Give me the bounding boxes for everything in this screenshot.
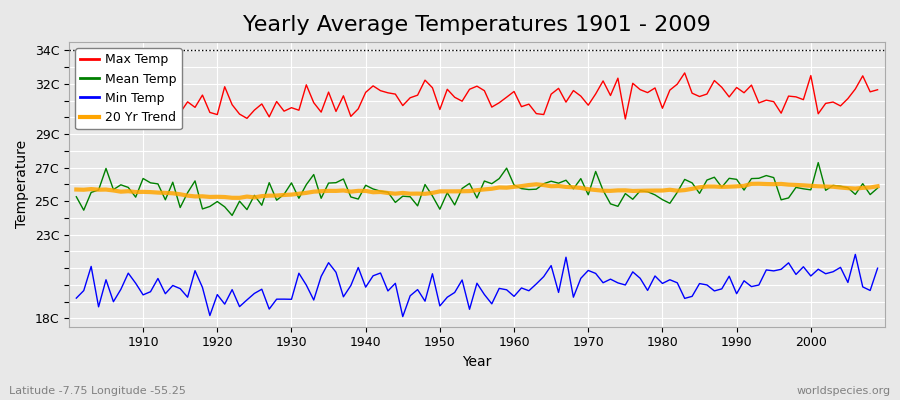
X-axis label: Year: Year xyxy=(463,355,491,369)
Y-axis label: Temperature: Temperature xyxy=(15,140,29,228)
Legend: Max Temp, Mean Temp, Min Temp, 20 Yr Trend: Max Temp, Mean Temp, Min Temp, 20 Yr Tre… xyxy=(76,48,182,129)
Text: worldspecies.org: worldspecies.org xyxy=(796,386,891,396)
Title: Yearly Average Temperatures 1901 - 2009: Yearly Average Temperatures 1901 - 2009 xyxy=(243,15,711,35)
Text: Latitude -7.75 Longitude -55.25: Latitude -7.75 Longitude -55.25 xyxy=(9,386,186,396)
